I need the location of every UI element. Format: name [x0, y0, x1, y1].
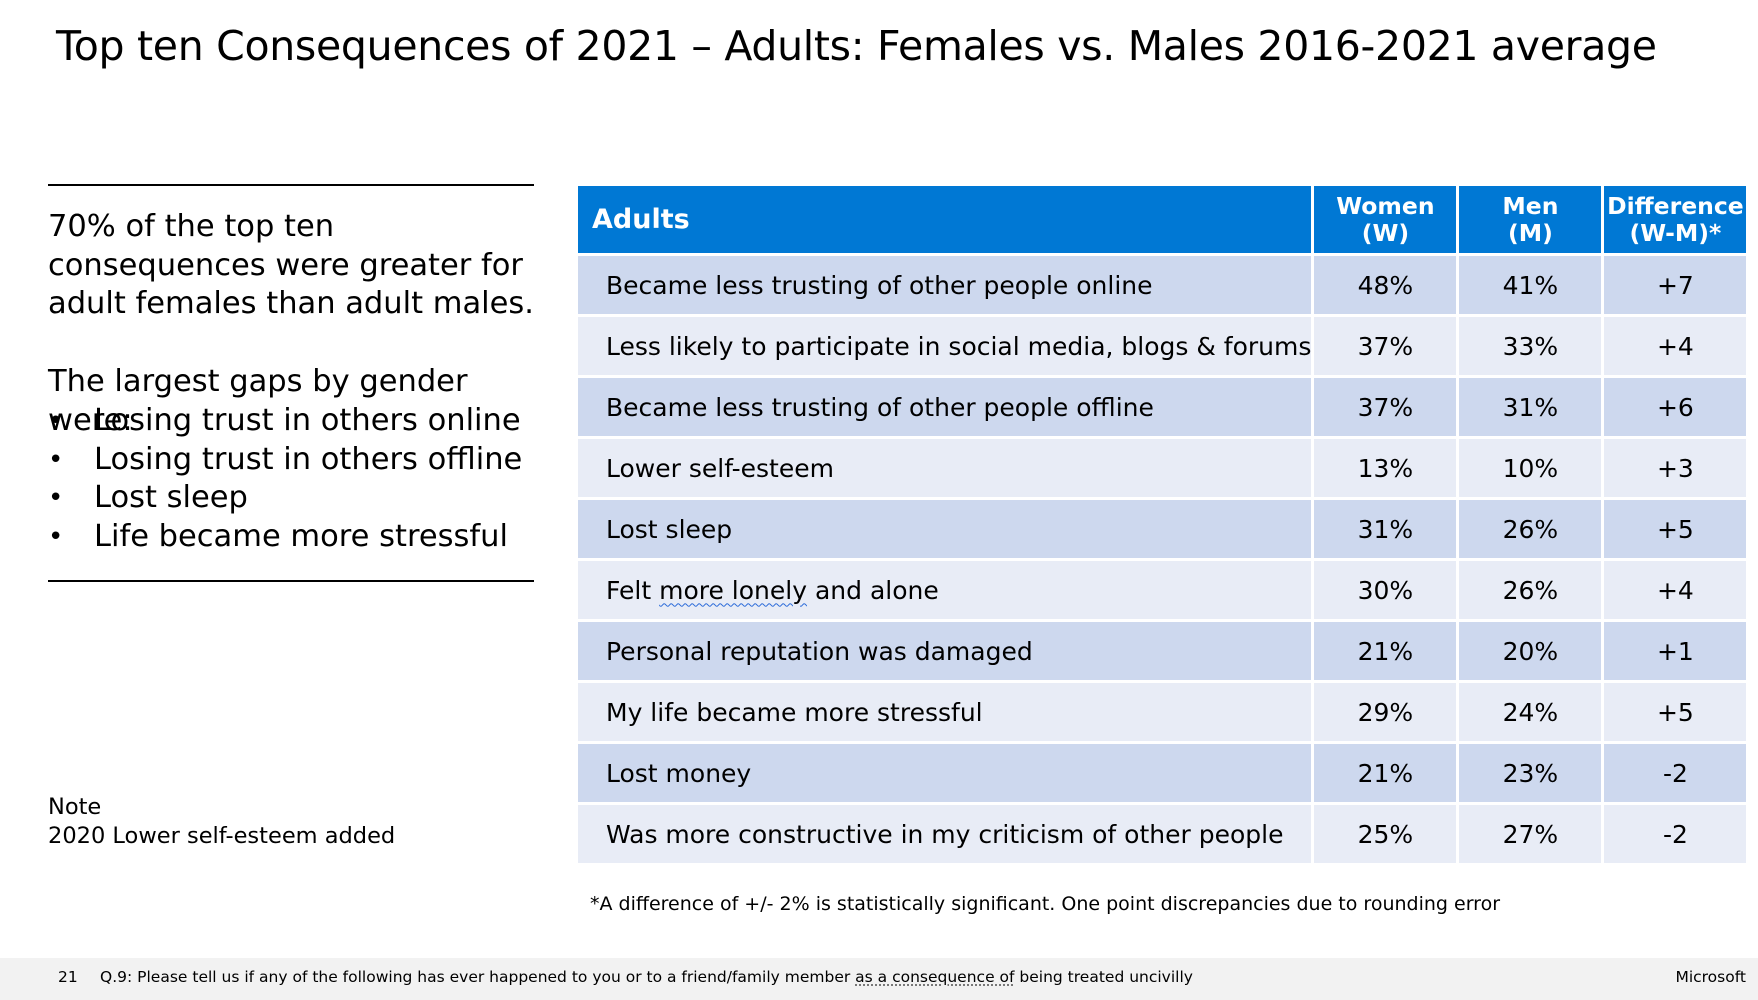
difference-value: +5	[1604, 683, 1747, 741]
table-row: Was more constructive in my criticism of…	[578, 805, 1747, 863]
consequences-table-wrap: Adults Women (W) Men (M) Difference (W-M)* …	[575, 183, 1749, 866]
row-label: Became less trusting of other people off…	[578, 378, 1312, 436]
row-label: Personal reputation was damaged	[578, 622, 1312, 680]
table-row: Less likely to participate in social med…	[578, 317, 1747, 375]
bottom-divider	[48, 580, 534, 582]
bullet: •	[48, 483, 64, 513]
men-value: 27%	[1459, 805, 1602, 863]
header-men: Men (M)	[1459, 186, 1602, 253]
table-row: Lower self-esteem 13% 10% +3	[578, 439, 1747, 497]
row-label: Lost money	[578, 744, 1312, 802]
row-label: Felt more lonely and alone	[578, 561, 1312, 619]
gap-item: • Life became more stressful	[48, 518, 522, 557]
gap-text: Losing trust in others online	[94, 403, 521, 438]
consequences-table: Adults Women (W) Men (M) Difference (W-M)* …	[575, 183, 1749, 866]
header-women: Women (W)	[1314, 186, 1457, 253]
note-label: Note	[48, 794, 102, 820]
men-value: 10%	[1459, 439, 1602, 497]
note-text: 2020 Lower self-esteem added	[48, 823, 396, 849]
page-number: 21	[58, 968, 78, 986]
question-post: being treated uncivilly	[1014, 968, 1193, 986]
row-label-pre: Felt	[606, 575, 660, 605]
men-value: 24%	[1459, 683, 1602, 741]
row-label: Was more constructive in my criticism of…	[578, 805, 1312, 863]
header-diff-line1: Difference	[1607, 191, 1744, 220]
gap-item: • Losing trust in others offline	[48, 441, 522, 480]
difference-value: +5	[1604, 500, 1747, 558]
women-value: 48%	[1314, 256, 1457, 314]
table-row: Felt more lonely and alone 30% 26% +4	[578, 561, 1747, 619]
header-men-line2: (M)	[1507, 218, 1553, 247]
difference-value: -2	[1604, 805, 1747, 863]
men-value: 23%	[1459, 744, 1602, 802]
table-row: My life became more stressful 29% 24% +5	[578, 683, 1747, 741]
header-women-line2: (W)	[1361, 218, 1410, 247]
footer-bar	[0, 958, 1758, 1000]
gap-text: Losing trust in others offline	[94, 441, 523, 477]
men-value: 33%	[1459, 317, 1602, 375]
question-marked: as a consequence of	[855, 968, 1015, 986]
row-label: Became less trusting of other people onl…	[578, 256, 1312, 314]
footnote: *A difference of +/- 2% is statistically…	[590, 893, 1501, 915]
women-value: 31%	[1314, 500, 1457, 558]
table-row: Lost money 21% 23% -2	[578, 744, 1747, 802]
men-value: 20%	[1459, 622, 1602, 680]
note: Note 2020 Lower self-esteem added	[48, 793, 395, 851]
gaps-list: • Losing trust in others online • Losing t…	[48, 402, 522, 556]
women-value: 37%	[1314, 378, 1457, 436]
gap-text: Lost sleep	[94, 480, 248, 515]
difference-value: +1	[1604, 622, 1747, 680]
gap-item: • Lost sleep	[48, 479, 522, 518]
summary-intro: 70% of the top ten consequences were gre…	[48, 209, 534, 321]
difference-value: +6	[1604, 378, 1747, 436]
men-value: 31%	[1459, 378, 1602, 436]
difference-value: +7	[1604, 256, 1747, 314]
gap-item: • Losing trust in others online	[48, 402, 522, 441]
difference-value: +4	[1604, 561, 1747, 619]
men-value: 26%	[1459, 500, 1602, 558]
table-row: Lost sleep 31% 26% +5	[578, 500, 1747, 558]
men-value: 41%	[1459, 256, 1602, 314]
table-row: Became less trusting of other people onl…	[578, 256, 1747, 314]
women-value: 25%	[1314, 805, 1457, 863]
table-header-row: Adults Women (W) Men (M) Difference (W-M)*	[578, 186, 1747, 253]
header-women-line1: Women	[1336, 191, 1435, 220]
row-label: Less likely to participate in social med…	[578, 317, 1312, 375]
top-divider	[48, 184, 534, 186]
header-diff-line2: (W-M)*	[1629, 218, 1722, 247]
row-label-post: and alone	[807, 575, 939, 605]
women-value: 13%	[1314, 439, 1457, 497]
slide-title: Top ten Consequences of 2021 – Adults: F…	[56, 22, 1657, 70]
women-value: 29%	[1314, 683, 1457, 741]
question-pre: Q.9: Please tell us if any of the follow…	[100, 968, 856, 986]
bullet: •	[48, 406, 64, 436]
row-label: Lost sleep	[578, 500, 1312, 558]
gaps-heading: The largest gaps by gender were:	[48, 364, 468, 438]
difference-value: +3	[1604, 439, 1747, 497]
header-difference: Difference (W-M)*	[1604, 186, 1747, 253]
table-row: Became less trusting of other people off…	[578, 378, 1747, 436]
survey-question: Q.9: Please tell us if any of the follow…	[100, 968, 1193, 986]
header-adults: Adults	[578, 186, 1312, 253]
women-value: 21%	[1314, 744, 1457, 802]
table-row: Personal reputation was damaged 21% 20% …	[578, 622, 1747, 680]
men-value: 26%	[1459, 561, 1602, 619]
women-value: 30%	[1314, 561, 1457, 619]
bullet: •	[48, 444, 64, 475]
row-label-marked: more lonely	[659, 575, 808, 605]
row-label: Lower self-esteem	[578, 439, 1312, 497]
bullet: •	[48, 521, 64, 552]
women-value: 37%	[1314, 317, 1457, 375]
row-label: My life became more stressful	[578, 683, 1312, 741]
women-value: 21%	[1314, 622, 1457, 680]
difference-value: +4	[1604, 317, 1747, 375]
header-men-line1: Men	[1502, 191, 1559, 220]
difference-value: -2	[1604, 744, 1747, 802]
brand-label: Microsoft	[1675, 968, 1746, 986]
gap-text: Life became more stressful	[94, 518, 508, 554]
